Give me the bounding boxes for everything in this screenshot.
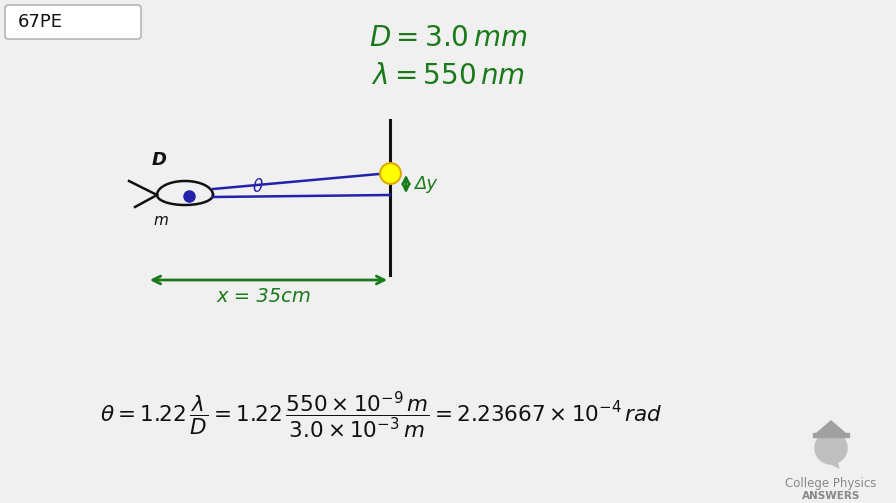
Text: D: D	[151, 151, 167, 169]
Polygon shape	[827, 458, 839, 468]
Text: m: m	[153, 213, 168, 228]
Circle shape	[815, 432, 847, 464]
Polygon shape	[817, 421, 845, 433]
Text: 67PE: 67PE	[18, 13, 63, 31]
FancyBboxPatch shape	[5, 5, 141, 39]
Text: $D= 3.0\,mm$: $D= 3.0\,mm$	[369, 24, 527, 52]
Text: x = 35cm: x = 35cm	[216, 287, 311, 306]
Text: ANSWERS: ANSWERS	[802, 491, 860, 501]
Polygon shape	[813, 433, 849, 437]
Text: Δy: Δy	[414, 175, 437, 193]
Text: College Physics: College Physics	[785, 477, 876, 490]
Text: $\theta$: $\theta$	[252, 178, 264, 196]
Text: $\lambda = 550\,nm$: $\lambda = 550\,nm$	[371, 62, 525, 90]
Text: $\theta = 1.22\,\dfrac{\lambda}{D} = 1.22\,\dfrac{550\times10^{-9}\,m}{3.0\times: $\theta = 1.22\,\dfrac{\lambda}{D} = 1.2…	[100, 389, 663, 441]
